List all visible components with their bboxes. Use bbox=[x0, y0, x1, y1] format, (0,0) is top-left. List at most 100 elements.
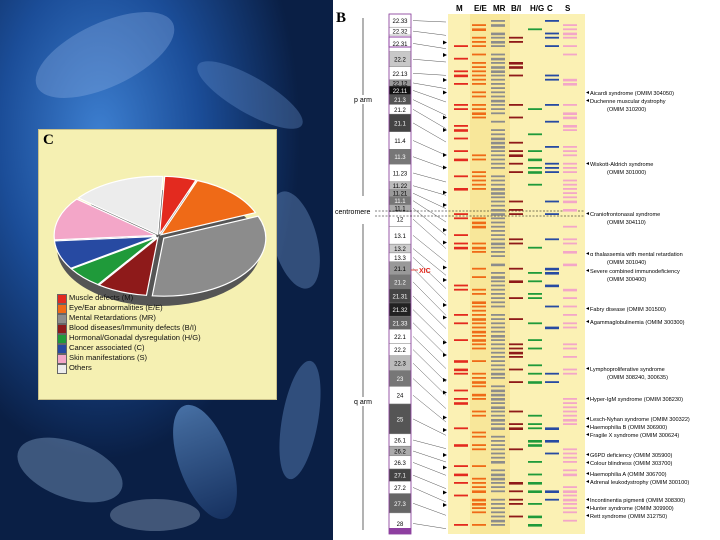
gene-mark bbox=[545, 272, 559, 275]
gene-mark bbox=[472, 435, 486, 438]
gene-mark bbox=[491, 398, 505, 401]
band-label: 22.32 bbox=[392, 30, 408, 36]
gene-mark bbox=[454, 234, 468, 236]
gene-mark bbox=[454, 322, 468, 325]
gene-mark bbox=[563, 45, 577, 47]
chromosome-map-svg: B M E/E MR B/I H/G C S 22.33 22.32 22.31 22.2 22.13 2… bbox=[335, 4, 690, 535]
gene-mark bbox=[491, 91, 505, 94]
gene-mark bbox=[454, 70, 468, 73]
gene-mark bbox=[472, 347, 486, 350]
gene-mark bbox=[472, 251, 486, 253]
gene-mark bbox=[563, 368, 577, 371]
gene-mark bbox=[509, 213, 523, 215]
legend-swatch bbox=[57, 354, 67, 364]
disease-label: Haemophilia B (OMIM 306900) bbox=[590, 425, 667, 431]
disease-label: (OMIM 301040) bbox=[607, 260, 646, 266]
gene-mark bbox=[528, 490, 542, 493]
gene-mark bbox=[545, 498, 559, 501]
gene-mark bbox=[491, 507, 505, 509]
gene-mark bbox=[563, 24, 577, 26]
band-pointer bbox=[443, 303, 447, 307]
band-pointer bbox=[443, 453, 447, 457]
gene-mark bbox=[563, 297, 577, 299]
disease-arrow bbox=[586, 320, 589, 323]
gene-mark bbox=[509, 267, 523, 270]
legend-swatch bbox=[57, 364, 67, 374]
gene-mark bbox=[472, 242, 486, 245]
gene-mark bbox=[491, 167, 505, 169]
label-bg bbox=[351, 397, 375, 406]
legend-label: Mental Retardations (MR) bbox=[69, 313, 156, 322]
connector-line bbox=[412, 122, 447, 143]
gene-mark bbox=[563, 36, 577, 39]
disease-arrow bbox=[586, 91, 589, 94]
connector-line bbox=[412, 20, 447, 23]
gene-mark bbox=[509, 154, 523, 157]
gene-mark bbox=[509, 209, 523, 211]
legend-item: Cancer associated (C) bbox=[57, 343, 145, 354]
column-header-e-e: E/E bbox=[474, 4, 488, 13]
band-pointer bbox=[443, 40, 447, 45]
gene-mark bbox=[563, 410, 577, 413]
disease-label: Haemophilia A (OMIM 306700) bbox=[590, 472, 667, 478]
pie-slice-3 bbox=[97, 236, 159, 296]
gene-mark bbox=[563, 486, 577, 488]
gene-mark bbox=[563, 154, 577, 157]
gene-mark bbox=[491, 524, 505, 526]
gene-mark bbox=[491, 183, 505, 186]
gene-mark bbox=[545, 104, 559, 106]
gene-mark bbox=[472, 108, 486, 110]
disease-arrow bbox=[586, 461, 589, 464]
gene-mark bbox=[454, 368, 468, 372]
gene-mark bbox=[472, 318, 486, 321]
connector-line bbox=[412, 235, 447, 263]
gene-mark bbox=[563, 490, 577, 493]
band-label: 11.22 bbox=[393, 184, 408, 190]
connector-line bbox=[412, 192, 447, 209]
disease-label: Craniofrontonasal syndrome bbox=[590, 212, 660, 218]
p-arm-label: p arm bbox=[354, 97, 372, 104]
gene-mark bbox=[491, 255, 505, 257]
gene-mark bbox=[472, 246, 486, 250]
gene-mark bbox=[491, 225, 505, 228]
gene-mark bbox=[491, 414, 505, 417]
panel-b-label: B bbox=[336, 10, 346, 26]
gene-mark bbox=[472, 314, 486, 316]
legend-swatch bbox=[57, 304, 67, 314]
gene-mark bbox=[472, 91, 486, 94]
gene-mark bbox=[528, 293, 542, 295]
gene-mark bbox=[472, 41, 486, 43]
band-pointer bbox=[443, 378, 447, 382]
disease-label: Fabry disease (OMIM 301500) bbox=[590, 307, 666, 313]
gene-mark bbox=[491, 188, 505, 191]
gene-mark bbox=[472, 301, 486, 304]
gene-mark bbox=[509, 162, 523, 165]
band-pointer bbox=[443, 228, 447, 232]
gene-mark bbox=[509, 41, 523, 43]
gene-mark bbox=[491, 511, 505, 514]
gene-mark bbox=[491, 242, 505, 246]
pie-slice-7 bbox=[77, 175, 164, 236]
gene-mark bbox=[491, 419, 505, 422]
gene-mark bbox=[528, 183, 542, 186]
gene-mark bbox=[509, 427, 523, 430]
gene-mark bbox=[545, 32, 559, 35]
gene-mark bbox=[528, 322, 542, 325]
gene-mark bbox=[472, 225, 486, 229]
gene-mark bbox=[454, 339, 468, 341]
gene-mark bbox=[472, 330, 486, 334]
gene-mark bbox=[563, 225, 577, 228]
gene-mark bbox=[509, 423, 523, 425]
gene-mark bbox=[563, 414, 577, 417]
gene-mark bbox=[528, 339, 542, 341]
disease-arrow bbox=[586, 99, 589, 102]
gene-mark bbox=[491, 217, 505, 220]
connector-line bbox=[412, 248, 447, 276]
gene-mark bbox=[472, 448, 486, 451]
gene-mark bbox=[528, 167, 542, 169]
gene-mark bbox=[563, 314, 577, 316]
connector-line bbox=[412, 349, 447, 383]
connector-line bbox=[412, 43, 447, 49]
gene-mark bbox=[528, 171, 542, 174]
gene-mark bbox=[491, 36, 505, 39]
